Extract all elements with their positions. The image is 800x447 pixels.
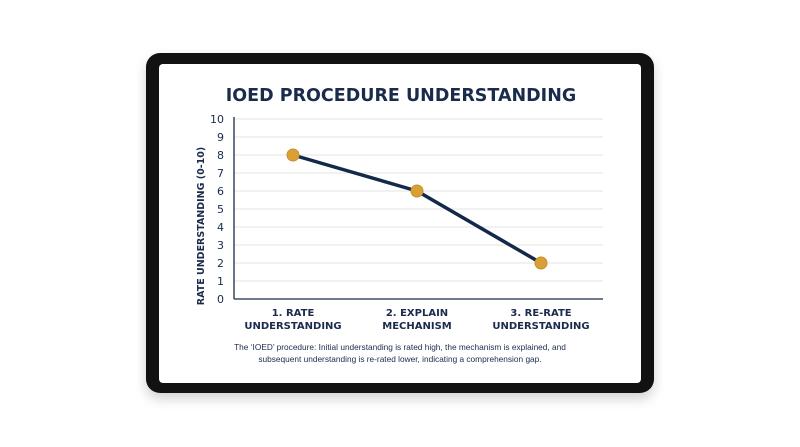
y-tick-label: 4 bbox=[217, 221, 224, 234]
y-tick-label: 1 bbox=[217, 275, 224, 288]
data-point bbox=[286, 148, 300, 162]
data-point bbox=[410, 184, 424, 198]
y-tick-labels: 0 1 2 3 4 5 6 7 8 9 10 bbox=[210, 113, 224, 306]
data-point bbox=[534, 256, 548, 270]
chart-title: IOED PROCEDURE UNDERSTANDING bbox=[226, 86, 576, 106]
y-tick-label: 9 bbox=[217, 131, 224, 144]
series-understanding bbox=[286, 148, 548, 270]
y-tick-label: 0 bbox=[217, 293, 224, 306]
y-axis-label: RATE UNDERSTANDING (0-10) bbox=[196, 147, 207, 305]
y-tick-label: 2 bbox=[217, 257, 224, 270]
x-category-labels: 1. RATE UNDERSTANDING 2. EXPLAIN MECHANISM 3… bbox=[244, 308, 589, 332]
tablet-frame: IOED PROCEDURE UNDERSTANDING 0 1 2 3 4 5 6 7 8 9 1… bbox=[146, 53, 654, 393]
tablet-screen: IOED PROCEDURE UNDERSTANDING 0 1 2 3 4 5 6 7 8 9 1… bbox=[159, 64, 641, 383]
y-tick-label: 5 bbox=[217, 203, 224, 216]
line-chart: IOED PROCEDURE UNDERSTANDING 0 1 2 3 4 5 6 7 8 9 1… bbox=[196, 86, 603, 364]
y-tick-label: 3 bbox=[217, 239, 224, 252]
caption-line-2: subsequent understanding is re-rated low… bbox=[258, 354, 541, 364]
x-category-label: 2. EXPLAIN MECHANISM bbox=[382, 308, 452, 332]
grid-lines bbox=[234, 118, 603, 282]
y-tick-label: 10 bbox=[210, 113, 224, 126]
y-tick-label: 8 bbox=[217, 149, 224, 162]
x-category-label: 3. RE-RATE UNDERSTANDING bbox=[492, 308, 589, 332]
y-tick-label: 7 bbox=[217, 167, 224, 180]
x-category-label: 1. RATE UNDERSTANDING bbox=[244, 308, 341, 332]
y-tick-label: 6 bbox=[217, 185, 224, 198]
caption-line-1: The ‘IOED’ procedure: Initial understand… bbox=[234, 342, 566, 352]
